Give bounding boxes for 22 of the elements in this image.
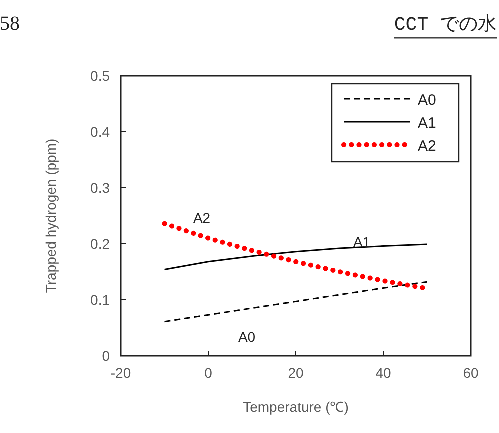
annotation: A1 [353,234,371,250]
annotation: A2 [193,210,211,226]
x-axis-title: Temperature (℃) [243,399,349,415]
x-tick-label: 0 [204,365,213,381]
y-axis-title: Trapped hydrogen (ppm) [43,138,59,294]
y-tick-label: 0.2 [90,236,110,252]
x-tick-label: 20 [288,365,304,381]
legend-label: A0 [418,92,436,109]
x-tick-label: -20 [110,365,132,381]
annotation: A0 [238,329,256,345]
text: 58 [0,13,20,35]
x-tick-label: 40 [376,365,392,381]
y-tick-label: 0.3 [90,180,110,196]
y-tick-label: 0.5 [90,68,110,84]
text: CCT での水 [394,14,497,36]
y-tick-label: 0 [102,348,110,364]
legend-label: A2 [418,138,436,155]
line-series [164,281,428,323]
y-tick-label: 0.4 [90,124,110,140]
legend-label: A1 [418,115,436,132]
x-tick-label: 60 [463,365,479,381]
y-tick-label: 0.1 [90,292,110,308]
